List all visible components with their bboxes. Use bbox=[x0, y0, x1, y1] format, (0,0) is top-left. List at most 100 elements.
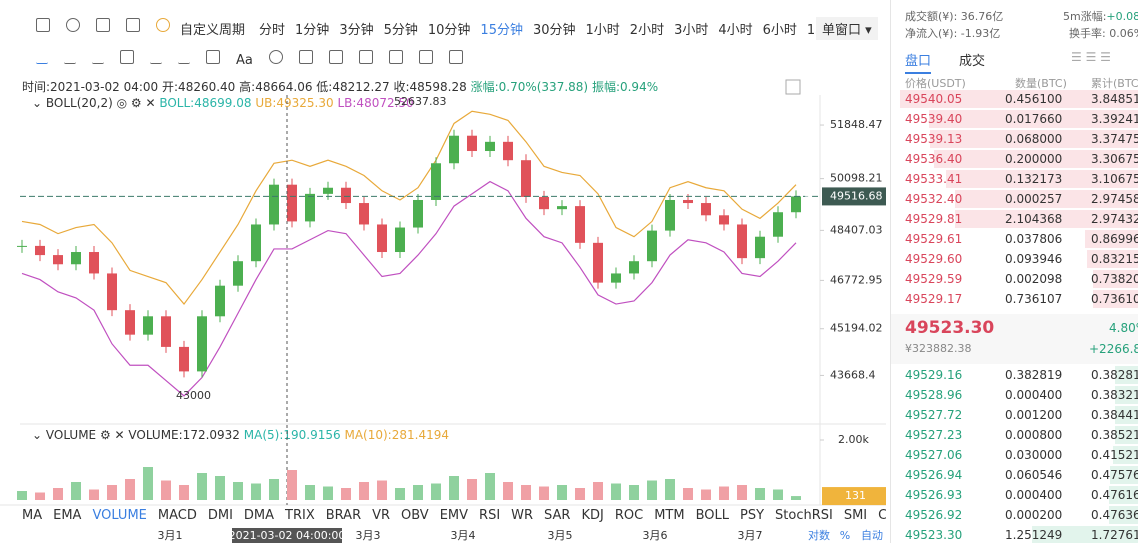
candle bbox=[773, 212, 783, 237]
indicator-tab[interactable]: DMI bbox=[207, 508, 233, 523]
indicator-tab[interactable]: VR bbox=[372, 508, 391, 523]
indicator-tab[interactable]: EMV bbox=[439, 508, 469, 523]
indicator-tab[interactable]: VOLUME bbox=[92, 508, 147, 523]
indicator-tab[interactable]: MTM bbox=[654, 508, 685, 523]
bid-row[interactable]: 49529.16 0.382819 0.382819 bbox=[891, 365, 1138, 385]
info-time: 时间:2021-03-02 04:00 bbox=[22, 80, 159, 94]
indicator-tab[interactable]: DMA bbox=[243, 508, 275, 523]
ask-row[interactable]: 49540.05 0.456100 3.848519 bbox=[891, 89, 1138, 109]
volume-bar bbox=[665, 479, 675, 500]
bid-row[interactable]: 49526.93 0.000400 0.476165 bbox=[891, 485, 1138, 505]
bid-row[interactable]: 49526.94 0.060546 0.475765 bbox=[891, 465, 1138, 485]
price: 49529.17 bbox=[905, 292, 963, 306]
period[interactable]: 30分钟 bbox=[532, 23, 576, 38]
indicator-tab[interactable]: ROC bbox=[614, 508, 644, 523]
indicator-tab[interactable]: RSI bbox=[479, 508, 501, 523]
period[interactable]: 3分钟 bbox=[339, 23, 374, 38]
window-select[interactable]: 单窗口 ▾ bbox=[816, 17, 878, 40]
info-amplitude: 振幅:0.94% bbox=[591, 80, 659, 94]
volume-bar bbox=[35, 492, 45, 500]
amount: 2.104368 bbox=[1005, 212, 1063, 226]
depth-bar bbox=[900, 90, 1138, 108]
bid-row[interactable]: 49526.92 0.000200 0.476365 bbox=[891, 505, 1138, 525]
indicator-tab[interactable]: BOLL bbox=[695, 508, 729, 523]
ask-row[interactable]: 49536.40 0.200000 3.306759 bbox=[891, 149, 1138, 169]
period[interactable]: 15分钟 bbox=[480, 23, 523, 38]
ask-row[interactable]: 49533.41 0.132173 3.106759 bbox=[891, 169, 1138, 189]
candle bbox=[575, 206, 585, 243]
bid-row[interactable]: 49527.23 0.000800 0.385219 bbox=[891, 425, 1138, 445]
indicator-tab[interactable]: StochRSI bbox=[775, 508, 833, 523]
indicator-tab[interactable]: EMA bbox=[53, 508, 82, 523]
indicator-tab[interactable]: SAR bbox=[544, 508, 571, 523]
ask-row[interactable]: 49529.59 0.002098 0.738209 bbox=[891, 269, 1138, 289]
depth-bar bbox=[1109, 486, 1138, 504]
total: 2.974586 bbox=[1091, 192, 1138, 206]
indicator-tab[interactable]: OBV bbox=[401, 508, 429, 523]
current-volume-box bbox=[822, 487, 886, 506]
candle bbox=[377, 224, 387, 253]
tab-trades[interactable]: 成交 bbox=[959, 54, 986, 69]
ask-row[interactable]: 49529.17 0.736107 0.736107 bbox=[891, 289, 1138, 309]
candle bbox=[35, 245, 45, 256]
period[interactable]: 6小时 bbox=[762, 23, 797, 38]
indicator-tab[interactable]: BRAR bbox=[325, 508, 362, 523]
volume-bar bbox=[323, 486, 333, 500]
volume-ma5: MA(5):190.9156 bbox=[243, 428, 341, 442]
amount: 0.030000 bbox=[1005, 448, 1063, 462]
tab-book[interactable]: 盘口 bbox=[905, 50, 932, 74]
indicator-tab[interactable]: WR bbox=[511, 508, 534, 523]
price: 49527.23 bbox=[905, 428, 963, 442]
y-tick-label: 43668.4 bbox=[830, 368, 876, 381]
net-inflow: 净流入(¥): -1.93亿 bbox=[905, 27, 1001, 40]
period[interactable]: 分时 bbox=[259, 23, 286, 38]
depth-bar bbox=[1109, 506, 1138, 524]
price: 49526.92 bbox=[905, 508, 963, 522]
period-bar: 自定义周期 分时 1分钟 3分钟 5分钟 10分钟 15分钟 30分钟 1小时 2小时 3小时 4小时… bbox=[180, 19, 832, 38]
total: 0.384419 bbox=[1091, 408, 1138, 422]
volume-bar bbox=[53, 488, 63, 500]
bid-row[interactable]: 49527.72 0.001200 0.384419 bbox=[891, 405, 1138, 425]
candle bbox=[341, 187, 351, 204]
period[interactable]: 2小时 bbox=[629, 23, 665, 38]
volume-bar bbox=[341, 488, 351, 500]
indicator-tab[interactable]: MACD bbox=[157, 508, 197, 523]
period[interactable]: 1小时 bbox=[585, 23, 620, 38]
ask-row[interactable]: 49539.40 0.017660 3.392419 bbox=[891, 109, 1138, 129]
indicator-tab[interactable]: KDJ bbox=[581, 508, 604, 523]
depth-bar bbox=[1115, 366, 1138, 384]
ask-row[interactable]: 49529.61 0.037806 0.869961 bbox=[891, 229, 1138, 249]
volume-bar bbox=[575, 488, 585, 500]
indicator-tab[interactable]: SMI bbox=[843, 508, 868, 523]
tool-text[interactable]: Aa bbox=[236, 53, 253, 68]
ask-row[interactable]: 49529.60 0.093946 0.832155 bbox=[891, 249, 1138, 269]
indicator-tab[interactable]: CCI bbox=[878, 508, 886, 523]
amount: 0.002098 bbox=[1005, 272, 1063, 286]
candle bbox=[71, 252, 81, 265]
volume-bar bbox=[197, 473, 207, 500]
total: 0.415219 bbox=[1091, 448, 1138, 462]
period[interactable]: 自定义周期 bbox=[180, 23, 246, 38]
period[interactable]: 1分钟 bbox=[295, 23, 330, 38]
depth-bar bbox=[928, 110, 1138, 128]
ask-row[interactable]: 49529.81 2.104368 2.974329 bbox=[891, 209, 1138, 229]
period[interactable]: 3小时 bbox=[674, 23, 709, 38]
volume-bar bbox=[287, 470, 297, 500]
bid-row[interactable]: 49527.06 0.030000 0.415219 bbox=[891, 445, 1138, 465]
candle bbox=[233, 261, 243, 286]
period[interactable]: 10分钟 bbox=[427, 23, 471, 38]
period[interactable]: 5分钟 bbox=[383, 23, 418, 38]
volume-bar bbox=[89, 489, 99, 500]
x-tick-label: 3月7 bbox=[738, 529, 763, 542]
indicator-tab[interactable]: PSY bbox=[739, 508, 765, 523]
x-tick-label: 3月1 bbox=[158, 529, 183, 542]
candle bbox=[251, 224, 261, 262]
indicator-tab[interactable]: TRIX bbox=[285, 508, 315, 523]
bid-row[interactable]: 49523.30 1.251249 1.727614 bbox=[891, 525, 1138, 543]
ask-row[interactable]: 49539.13 0.068000 3.374759 bbox=[891, 129, 1138, 149]
bid-row[interactable]: 49528.96 0.000400 0.383219 bbox=[891, 385, 1138, 405]
ask-row[interactable]: 49532.40 0.000257 2.974586 bbox=[891, 189, 1138, 209]
period[interactable]: 4小时 bbox=[718, 23, 753, 38]
layout-icons[interactable]: ☰ ☰ ☰ bbox=[1071, 50, 1111, 64]
indicator-tab[interactable]: MA bbox=[22, 508, 43, 523]
